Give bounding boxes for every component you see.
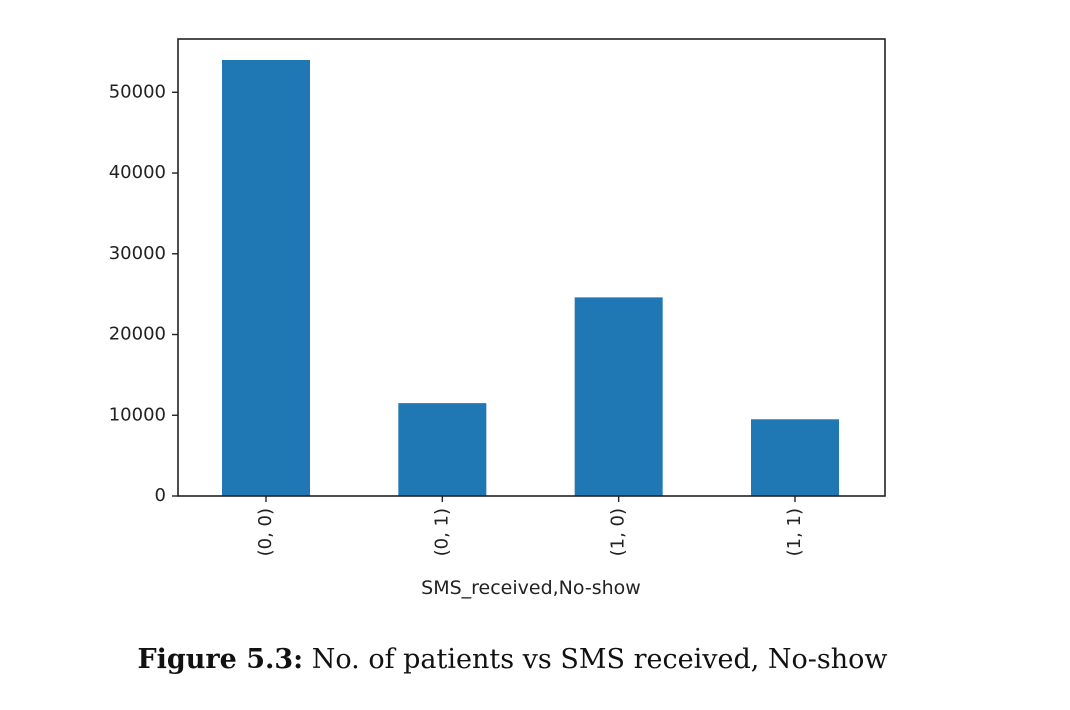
x-tick-label-2: (1, 0) [608,508,629,556]
y-tick-label-2: 20000 [109,324,166,345]
bar-0 [222,59,310,497]
figure-caption: Figure 5.3: No. of patients vs SMS recei… [0,644,1025,675]
y-tick-label-5: 50000 [109,81,166,102]
y-ticks-group: 0 10000 20000 30000 40000 50000 [109,81,178,506]
bar-2 [574,297,663,496]
figure-label: Figure 5.3: [137,644,304,675]
x-axis-title: SMS_received,No-show [421,577,641,599]
figure-caption-text: No. of patients vs SMS received, No-show [311,644,888,675]
bars-group [222,59,839,497]
x-tick-label-3: (1, 1) [784,508,805,556]
x-tick-label-0: (0, 0) [255,508,276,556]
y-tick-label-0: 0 [155,485,166,506]
y-tick-label-3: 30000 [109,243,166,264]
y-tick-label-1: 10000 [109,404,166,425]
bar-3 [751,419,839,496]
plot-frame [177,38,886,497]
y-tick-label-4: 40000 [109,162,166,183]
x-ticks-group: (0, 0) (0, 1) (1, 0) (1, 1) [255,496,805,556]
x-tick-label-1: (0, 1) [431,508,452,556]
bar-chart: (0, 0) (0, 1) (1, 0) (1, 1) 0 10000 20000 3000… [109,38,886,599]
bar-1 [398,403,487,496]
